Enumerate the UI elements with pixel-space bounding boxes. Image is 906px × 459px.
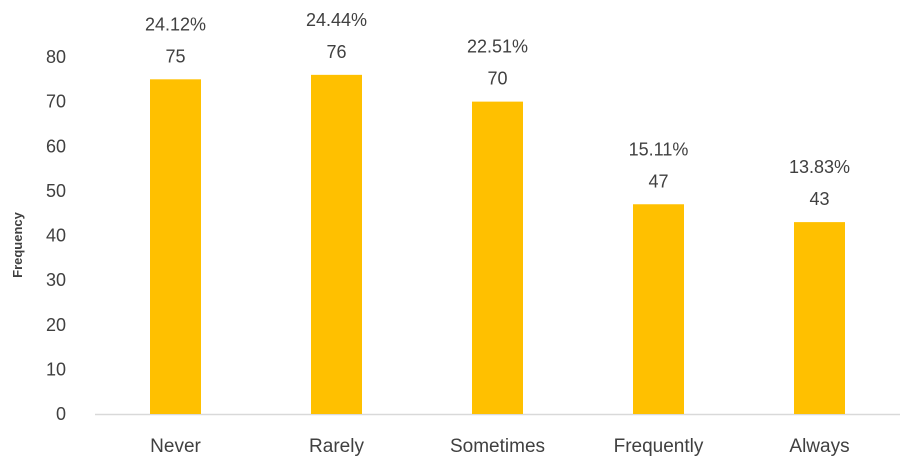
percent-label: 24.12% bbox=[145, 14, 206, 34]
y-tick-label: 50 bbox=[46, 181, 66, 201]
category-label: Frequently bbox=[614, 436, 704, 457]
category-labels: Never Rarely Sometimes Frequently Always bbox=[150, 436, 849, 457]
value-label: 76 bbox=[326, 42, 346, 62]
value-label: 70 bbox=[487, 69, 507, 89]
y-tick-label: 20 bbox=[46, 315, 66, 335]
category-label: Sometimes bbox=[450, 436, 545, 457]
y-tick-label: 0 bbox=[56, 404, 66, 424]
bar-rarely bbox=[311, 74, 362, 414]
bar-sometimes bbox=[472, 101, 523, 414]
percent-label: 24.44% bbox=[306, 10, 367, 30]
bar-always bbox=[794, 222, 845, 414]
value-label: 43 bbox=[809, 189, 829, 209]
y-tick-label: 80 bbox=[46, 47, 66, 67]
bar-frequently bbox=[633, 204, 684, 414]
value-label: 47 bbox=[648, 171, 668, 191]
y-tick-label: 60 bbox=[46, 136, 66, 156]
y-tick-label: 30 bbox=[46, 270, 66, 290]
bars bbox=[150, 74, 845, 414]
category-label: Always bbox=[789, 436, 849, 457]
value-label: 75 bbox=[165, 46, 185, 66]
category-label: Never bbox=[150, 436, 201, 457]
percent-label: 13.83% bbox=[789, 157, 850, 177]
category-label: Rarely bbox=[309, 436, 364, 457]
percent-label: 22.51% bbox=[467, 37, 528, 57]
y-tick-label: 10 bbox=[46, 359, 66, 379]
y-tick-label: 40 bbox=[46, 226, 66, 246]
percent-labels: 24.12% 24.44% 22.51% 15.11% 13.83% bbox=[145, 10, 850, 177]
bar-never bbox=[150, 79, 201, 414]
value-labels: 75 76 70 47 43 bbox=[165, 42, 829, 209]
percent-label: 15.11% bbox=[629, 139, 689, 159]
y-axis-title: Frequency bbox=[10, 211, 25, 278]
y-axis-ticks: 0 10 20 30 40 50 60 70 80 bbox=[46, 47, 66, 424]
y-tick-label: 70 bbox=[46, 92, 66, 112]
